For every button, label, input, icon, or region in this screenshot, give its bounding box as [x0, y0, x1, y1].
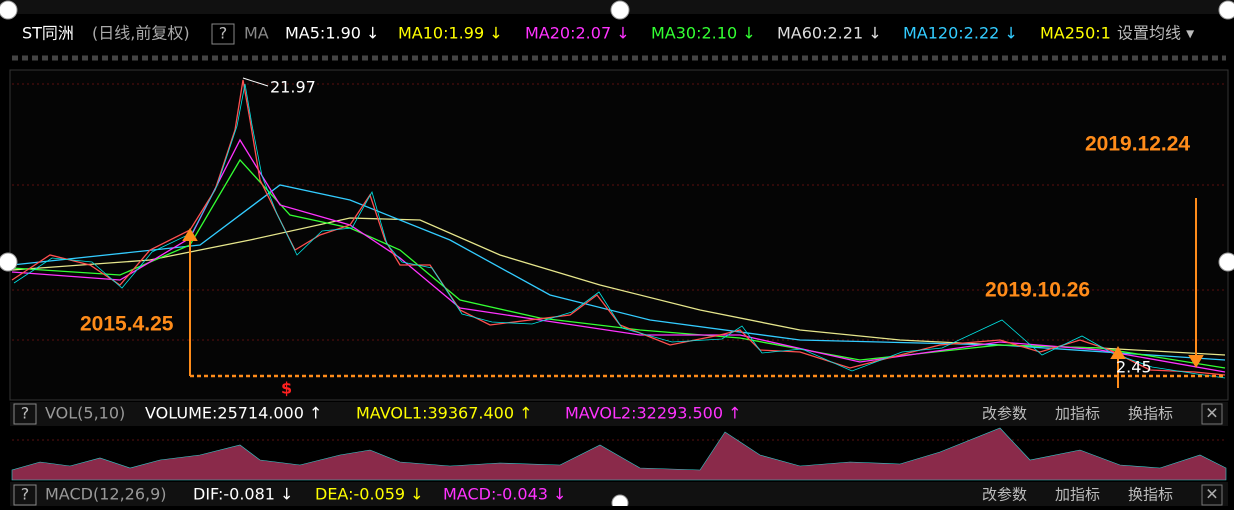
mode: (日线,前复权) — [92, 24, 190, 43]
indicator-value: MAVOL2:32293.500 ↑ — [565, 404, 741, 423]
button[interactable]: 加指标 — [1055, 486, 1100, 504]
volume-header — [10, 402, 1228, 426]
help[interactable]: ? — [21, 485, 30, 504]
button[interactable]: 换指标 — [1128, 405, 1173, 423]
button[interactable]: 改参数 — [982, 405, 1027, 423]
help[interactable]: ? — [219, 24, 228, 43]
button[interactable]: 改参数 — [982, 486, 1027, 504]
help[interactable]: ? — [21, 404, 30, 423]
price-lines — [11, 79, 1226, 379]
high-label: 21.97 — [270, 78, 316, 97]
button[interactable]: 加指标 — [1055, 405, 1100, 423]
close[interactable]: ✕ — [1205, 404, 1218, 423]
ma-item: MA250:1 — [1040, 24, 1111, 43]
close-box[interactable] — [1201, 403, 1223, 425]
date-label: 2015.4.25 — [80, 313, 174, 336]
ma-label: MA — [244, 24, 269, 43]
ma-item: MA30:2.10 ↓ — [651, 24, 756, 43]
indicator-value: MACD:-0.043 ↓ — [443, 485, 566, 504]
help-box[interactable] — [211, 23, 235, 45]
date-label: 2019.12.24 — [1085, 133, 1190, 156]
settings[interactable]: 设置均线 ▾ — [1117, 24, 1194, 43]
indicator-name: MACD(12,26,9) — [45, 485, 167, 504]
ma-item: MA120:2.22 ↓ — [903, 24, 1018, 43]
volume-bars — [11, 427, 1227, 481]
date-label: 2019.10.26 — [985, 279, 1090, 302]
grid — [12, 83, 1226, 441]
ma-item: MA60:2.21 ↓ — [777, 24, 882, 43]
indicator-value: VOLUME:25714.000 ↑ — [145, 404, 322, 423]
help-box[interactable] — [13, 484, 37, 506]
indicator-value: MAVOL1:39367.400 ↑ — [356, 404, 532, 423]
high-pointer — [242, 77, 269, 87]
indicator-value: DIF:-0.081 ↓ — [193, 485, 293, 504]
button[interactable]: 换指标 — [1128, 486, 1173, 504]
arrows — [182, 198, 1204, 388]
marker: $ — [281, 379, 292, 398]
ma-item: MA20:2.07 ↓ — [525, 24, 630, 43]
ma-item: MA10:1.99 ↓ — [398, 24, 503, 43]
close[interactable]: ✕ — [1205, 485, 1218, 504]
close-box[interactable] — [1201, 484, 1223, 506]
low-label: 2.45 — [1116, 358, 1152, 377]
indicator-value: DEA:-0.059 ↓ — [315, 485, 424, 504]
symbol: ST同洲 — [22, 24, 74, 43]
help-box[interactable] — [13, 403, 37, 425]
ma-item: MA5:1.90 ↓ — [285, 24, 379, 43]
indicator-name: VOL(5,10) — [45, 404, 125, 423]
